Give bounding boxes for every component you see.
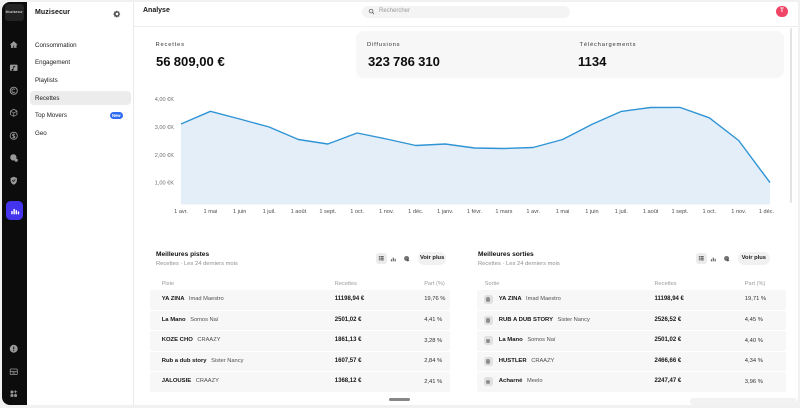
svg-text:1 janv.: 1 janv. (437, 209, 454, 215)
svg-text:1 sept.: 1 sept. (319, 209, 336, 215)
svg-text:1 nov.: 1 nov. (731, 209, 746, 215)
svg-text:1 oct.: 1 oct. (702, 209, 716, 215)
svg-text:1 août: 1 août (643, 209, 659, 215)
svg-text:3,00 €K: 3,00 €K (155, 125, 175, 131)
svg-text:1,00 €K: 1,00 €K (155, 181, 175, 187)
svg-text:1 sept.: 1 sept. (672, 209, 689, 215)
svg-text:1 juin: 1 juin (233, 209, 246, 215)
svg-text:1 avr.: 1 avr. (174, 209, 188, 215)
svg-text:1 mai: 1 mai (556, 209, 570, 215)
svg-text:2,00 €K: 2,00 €K (155, 153, 175, 159)
svg-text:1 oct.: 1 oct. (350, 209, 364, 215)
svg-text:1 févr.: 1 févr. (467, 209, 483, 215)
svg-text:1 mai: 1 mai (204, 209, 218, 215)
svg-text:1 avr.: 1 avr. (526, 209, 540, 215)
svg-text:1 déc.: 1 déc. (408, 209, 424, 215)
svg-text:1 août: 1 août (291, 209, 307, 215)
svg-text:1 juil.: 1 juil. (263, 209, 277, 215)
svg-text:4,00 €K: 4,00 €K (155, 97, 175, 103)
svg-text:1 déc.: 1 déc. (759, 209, 775, 215)
svg-text:1 nov.: 1 nov. (379, 209, 394, 215)
svg-text:1 juil.: 1 juil. (615, 209, 629, 215)
svg-text:1 mars: 1 mars (495, 209, 512, 215)
svg-text:1 juin: 1 juin (585, 209, 598, 215)
